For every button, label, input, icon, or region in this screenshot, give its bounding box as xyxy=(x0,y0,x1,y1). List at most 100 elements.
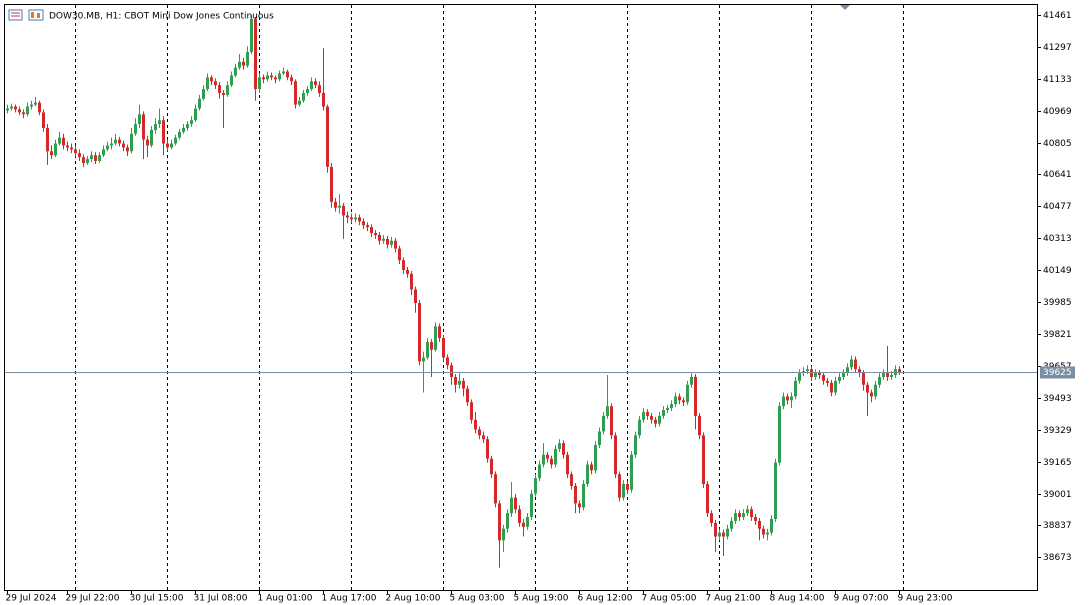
candle-body xyxy=(338,205,341,208)
candle-body xyxy=(770,518,773,533)
candle-body xyxy=(242,61,245,66)
icon-chart[interactable] xyxy=(28,9,44,21)
x-tick-label: 9 Aug 07:00 xyxy=(834,594,889,604)
candle-body xyxy=(578,503,581,508)
candle-body xyxy=(638,419,641,436)
candle-body xyxy=(58,137,61,144)
candle-body xyxy=(698,415,701,436)
candle-body xyxy=(502,528,505,541)
candle-body xyxy=(178,131,181,138)
candle-body xyxy=(506,513,509,529)
candle-body xyxy=(218,85,221,93)
candle-body xyxy=(750,509,753,518)
candle-body xyxy=(170,143,173,148)
candle-body xyxy=(682,400,685,403)
candle-body xyxy=(754,517,757,521)
plot-area xyxy=(6,5,904,590)
candle-body xyxy=(150,129,153,146)
candle-body xyxy=(730,520,733,529)
candle-body xyxy=(350,217,353,220)
candle-body xyxy=(198,98,201,109)
candle-body xyxy=(726,528,729,537)
candle-body xyxy=(238,61,241,68)
candle-body xyxy=(262,77,265,80)
candle-body xyxy=(622,483,625,498)
y-tick-label: 39001 xyxy=(1043,490,1072,500)
candle-body xyxy=(878,376,881,385)
candle-body xyxy=(646,411,649,416)
candle-body xyxy=(662,410,665,416)
candle-body xyxy=(114,139,117,144)
candle-body xyxy=(414,289,417,304)
candle-body xyxy=(758,520,761,529)
candle-body xyxy=(402,260,405,270)
candle-body xyxy=(146,139,149,146)
candle-body xyxy=(358,217,361,222)
candle-body xyxy=(822,375,825,381)
candle-body xyxy=(602,415,605,432)
x-tick-label: 7 Aug 21:00 xyxy=(706,594,761,604)
candle-body xyxy=(62,137,65,146)
y-tick-label: 41133 xyxy=(1043,75,1072,85)
candle-body xyxy=(898,369,901,373)
candle-body xyxy=(870,392,873,397)
candle-body xyxy=(258,77,261,90)
candle-body xyxy=(550,458,553,465)
candle-body xyxy=(290,77,293,82)
candle-body xyxy=(790,396,793,401)
icon-list[interactable] xyxy=(8,9,23,21)
candle-body xyxy=(558,443,561,449)
candle-body xyxy=(418,303,421,362)
candle-body xyxy=(70,147,73,150)
shift-marker[interactable] xyxy=(840,5,850,10)
candle-body xyxy=(702,435,705,484)
candle-body xyxy=(174,137,177,144)
icon-bar xyxy=(37,13,40,18)
candle-body xyxy=(454,376,457,385)
last-price-label: 39625 xyxy=(1043,368,1072,378)
candle-body xyxy=(118,139,121,144)
candle-body xyxy=(854,359,857,370)
candle-body xyxy=(626,483,629,490)
candle-body xyxy=(214,81,217,86)
candle-body xyxy=(390,240,393,245)
candle-body xyxy=(14,106,17,110)
candle-body xyxy=(538,464,541,479)
candle-body xyxy=(498,503,501,541)
x-tick-label: 31 Jul 08:00 xyxy=(194,594,248,604)
candle-body xyxy=(394,240,397,249)
candle-body xyxy=(10,106,13,109)
y-tick-label: 38673 xyxy=(1043,553,1072,563)
last-price-box xyxy=(1040,366,1075,379)
candle-body xyxy=(818,373,821,376)
candle-body xyxy=(386,238,389,245)
candle-body xyxy=(234,67,237,76)
candle-body xyxy=(322,92,325,107)
candle-body xyxy=(706,483,709,514)
candle-body xyxy=(326,106,329,167)
candle-body xyxy=(710,513,713,523)
candle-body xyxy=(158,120,161,125)
x-tick-label: 1 Aug 17:00 xyxy=(322,594,377,604)
y-tick-label: 39165 xyxy=(1043,458,1072,468)
candle-body xyxy=(166,143,169,148)
candle-body xyxy=(766,532,769,535)
candle-body xyxy=(634,435,637,455)
x-tick-label: 29 Jul 22:00 xyxy=(66,594,120,604)
candle-body xyxy=(882,373,885,377)
candle-body xyxy=(738,513,741,518)
candle-body xyxy=(78,153,81,158)
candle-body xyxy=(534,478,537,494)
candle-body xyxy=(838,376,841,381)
candle-body xyxy=(494,474,497,504)
candle-body xyxy=(610,406,613,436)
candle-body xyxy=(38,102,41,113)
candle-body xyxy=(126,147,129,152)
candle-body xyxy=(850,359,853,368)
x-tick-label: 5 Aug 19:00 xyxy=(514,594,569,604)
candle-body xyxy=(30,104,33,107)
candle-body xyxy=(90,155,93,160)
candle-body xyxy=(570,474,573,486)
